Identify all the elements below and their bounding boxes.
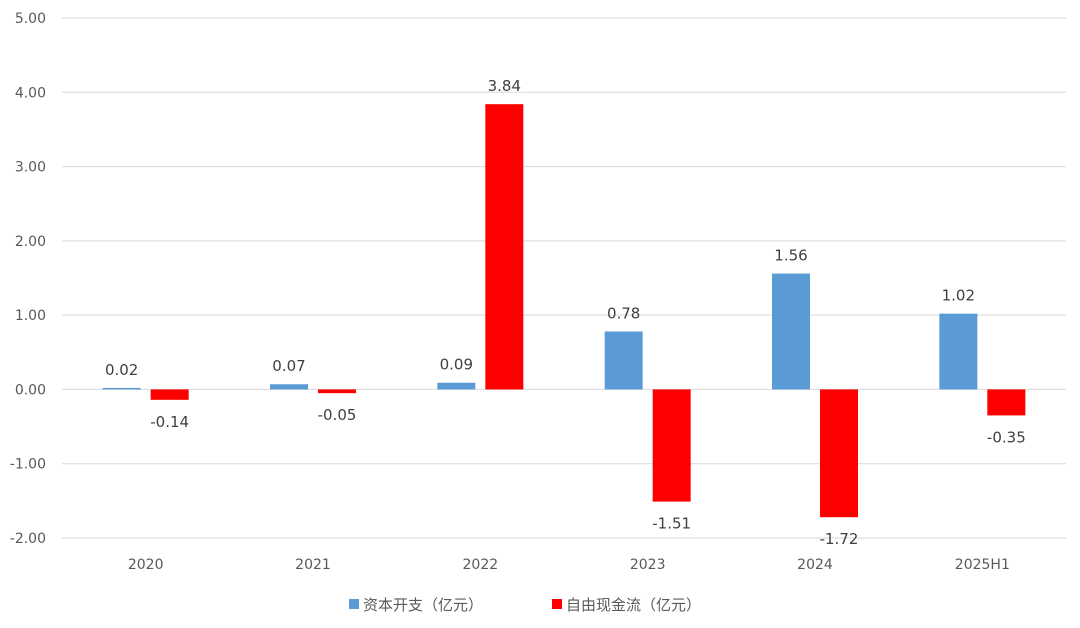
legend-label-fcf: 自由现金流（亿元） <box>566 596 701 614</box>
x-tick-label: 2020 <box>128 557 164 573</box>
legend: 资本开支（亿元） 自由现金流（亿元） <box>349 596 701 614</box>
bar-fcf <box>987 389 1026 416</box>
x-tick-label: 2024 <box>797 557 833 573</box>
x-tick-label: 2023 <box>630 557 666 573</box>
y-tick-label: 5.00 <box>15 11 46 27</box>
gridlines <box>62 17 1066 539</box>
data-label: 1.02 <box>942 287 975 305</box>
legend-swatch-capex <box>349 599 359 609</box>
bar-fcf <box>652 389 691 502</box>
y-tick-label: -2.00 <box>10 531 46 547</box>
data-label: 0.07 <box>272 357 305 375</box>
bar-capex <box>604 331 643 390</box>
y-tick-label: 0.00 <box>15 382 46 398</box>
data-label: -0.14 <box>150 413 189 431</box>
data-label: 0.78 <box>607 304 640 322</box>
legend-swatch-fcf <box>552 599 562 609</box>
data-label: -0.35 <box>987 428 1026 446</box>
legend-label-capex: 资本开支（亿元） <box>363 596 483 614</box>
y-axis-ticks: 5.00 4.00 3.00 2.00 1.00 0.00 -1.00 -2.00 <box>10 11 46 547</box>
y-tick-label: -1.00 <box>10 457 46 473</box>
data-label: -1.51 <box>652 515 691 533</box>
bar-capex <box>939 313 978 390</box>
data-label: 0.09 <box>440 356 473 374</box>
bar-fcf <box>485 104 524 390</box>
data-labels: 0.02 -0.14 0.07 -0.05 0.09 3.84 0.78 -1.51 1.56 -… <box>105 77 1026 548</box>
y-tick-label: 2.00 <box>15 234 46 250</box>
bar-fcf <box>820 389 858 518</box>
bar-capex <box>102 387 141 390</box>
bar-capex <box>270 384 308 390</box>
y-tick-label: 4.00 <box>15 85 46 101</box>
bar-capex <box>772 273 810 390</box>
data-label: -0.05 <box>318 406 357 424</box>
bar-capex <box>437 382 476 390</box>
x-tick-label: 2022 <box>463 557 499 573</box>
data-label: 0.02 <box>105 361 138 379</box>
x-tick-label: 2025H1 <box>955 557 1010 573</box>
data-label: 3.84 <box>488 77 521 95</box>
y-tick-label: 1.00 <box>15 308 46 324</box>
data-label: -1.72 <box>820 530 859 548</box>
bar-fcf <box>150 389 189 400</box>
data-label: 1.56 <box>774 247 807 265</box>
y-tick-label: 3.00 <box>15 160 46 176</box>
bar-fcf <box>318 389 356 394</box>
x-axis-ticks: 2020 2021 2022 2023 2024 2025H1 <box>128 557 1010 573</box>
x-tick-label: 2021 <box>295 557 331 573</box>
bars <box>102 104 1026 518</box>
